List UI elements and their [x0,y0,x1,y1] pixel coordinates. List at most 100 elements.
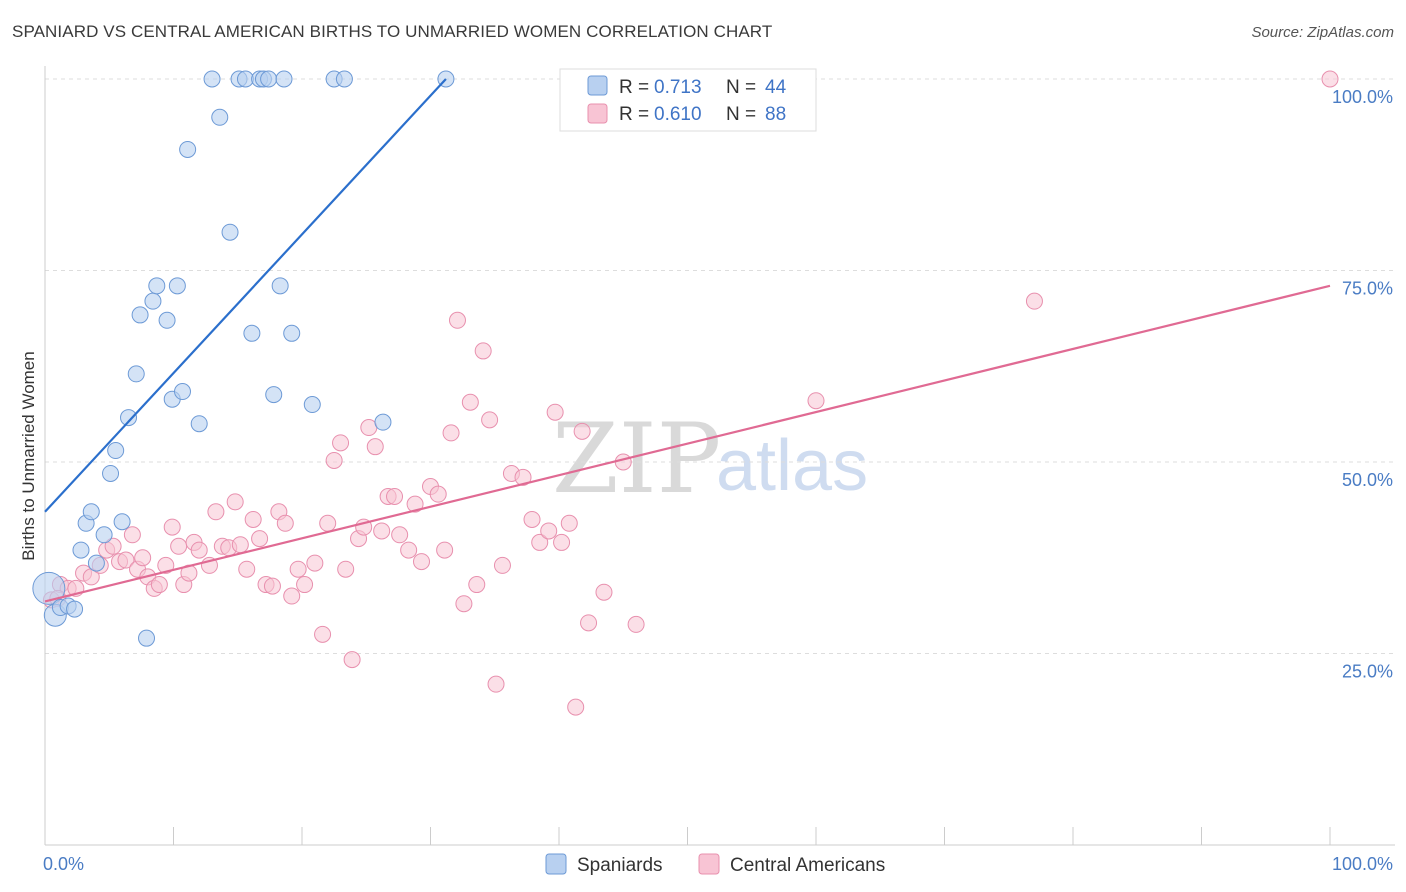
point-spaniard [66,600,84,618]
point-spaniard [271,277,289,295]
point-central-american [343,651,361,669]
point-central-american [429,485,447,503]
point-spaniard [72,541,90,559]
point-central-american [461,393,479,411]
legend-r-value-1: 0.713 [654,77,702,98]
legend-bottom-swatch-spaniards [545,853,567,875]
point-spaniard [107,442,125,460]
x-tick-labels: 0.0% 100.0% [43,854,1393,874]
point-spaniard [374,413,392,431]
point-spaniard [168,277,186,295]
point-central-american [614,453,632,471]
series-central-americans [42,70,1339,716]
point-central-american [573,422,591,440]
point-central-american [117,551,135,569]
point-central-american [567,698,585,716]
point-central-american [190,541,208,559]
trend-lines [44,78,1331,603]
legend-r-label-1: R = [619,77,649,98]
point-central-american [595,583,613,601]
legend-r-label-2: R = [619,104,649,125]
point-central-american [391,526,409,544]
point-central-american [481,411,499,429]
point-central-american [514,468,532,486]
point-central-american [150,576,168,594]
point-spaniard [236,70,254,88]
point-spaniard [131,306,149,324]
point-central-american [306,554,324,572]
point-central-american [319,514,337,532]
legend-top: R = 0.713 N = 44 R = 0.610 N = 88 [559,68,817,132]
point-spaniard [203,70,221,88]
point-central-american [580,614,598,632]
axes [44,66,1395,846]
x-tick-label: 0.0% [43,854,84,874]
point-spaniard [173,383,191,401]
point-central-american [134,549,152,567]
point-central-american [493,556,511,574]
legend-bottom-label-central: Central Americans [730,855,885,876]
point-spaniard [211,108,229,126]
point-central-american [314,625,332,643]
point-spaniard [113,513,131,531]
trend-line-spaniards [44,78,447,513]
point-central-american [540,522,558,540]
legend-bottom-label-spaniards: Spaniards [577,855,663,876]
point-spaniard [303,396,321,414]
point-central-american [366,438,384,456]
legend-n-label-2: N = [726,104,756,125]
point-spaniard [179,140,197,158]
point-spaniard [32,571,66,605]
point-central-american [413,553,431,571]
point-central-american [487,675,505,693]
point-central-american [337,560,355,578]
x-tick-label: 100.0% [1332,854,1393,874]
point-central-american [1321,70,1339,88]
point-central-american [283,587,301,605]
point-central-american [123,526,141,544]
point-spaniard [138,629,156,647]
point-spaniard [260,70,278,88]
point-spaniard [283,324,301,342]
legend-swatch-central [587,103,608,124]
point-spaniard [190,415,208,433]
point-central-american [332,434,350,452]
point-central-american [1025,292,1043,310]
legend-n-value-2: 88 [765,104,786,125]
point-central-american [207,503,225,521]
legend-r-value-2: 0.610 [654,104,702,125]
point-spaniard [158,311,176,329]
point-spaniard [265,386,283,404]
watermark-zip: ZIP [552,403,721,515]
legend-swatch-spaniards [587,75,608,96]
point-spaniard [148,277,166,295]
point-central-american [442,424,460,442]
point-central-american [360,419,378,437]
trend-line-central-americans [44,284,1331,603]
point-spaniard [82,503,100,521]
point-spaniard [335,70,353,88]
legend-bottom: Spaniards Central Americans [545,853,885,876]
point-central-american [468,576,486,594]
point-central-american [289,560,307,578]
point-spaniard [144,292,162,310]
legend-n-value-1: 44 [765,77,787,98]
point-spaniard [87,554,105,572]
legend-n-label-1: N = [726,77,756,98]
point-spaniard [127,365,145,383]
point-central-american [170,537,188,555]
point-central-american [244,510,262,528]
point-central-american [104,537,122,555]
point-central-american [448,311,466,329]
point-central-american [231,536,249,554]
point-central-american [238,560,256,578]
point-central-american [400,541,418,559]
y-tick-labels: 25.0% 50.0% 75.0% 100.0% [1332,87,1393,682]
point-central-american [560,514,578,532]
point-central-american [373,522,391,540]
point-central-american [325,451,343,469]
point-central-american [523,510,541,528]
point-spaniard [221,223,239,241]
point-central-american [251,530,269,548]
y-axis-title: Births to Unmarried Women [19,351,38,560]
